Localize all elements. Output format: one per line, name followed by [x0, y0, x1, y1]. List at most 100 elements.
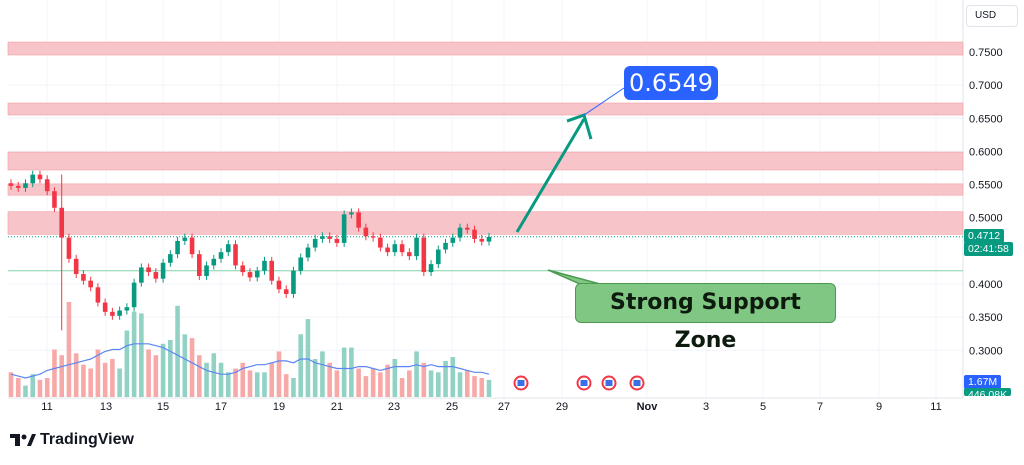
candle-body: [399, 244, 405, 253]
volume-bar: [139, 313, 144, 397]
volume-bar: [15, 378, 21, 397]
candle-body: [262, 260, 267, 271]
volume-tag: 446.08K: [964, 388, 1012, 396]
candle-body: [283, 289, 289, 294]
candle-body: [102, 302, 108, 312]
candle-body: [95, 287, 101, 303]
volume-bar: [110, 359, 115, 397]
currency-button[interactable]: USD: [966, 5, 1018, 27]
candle-body: [37, 174, 43, 180]
candle-body: [341, 214, 347, 243]
y-tick-label: 0.7000: [969, 80, 1003, 92]
volume-bar: [305, 319, 311, 397]
candle-body: [421, 237, 427, 273]
volume-bar: [479, 378, 485, 397]
volume-bar: [59, 355, 64, 397]
candle-body: [378, 237, 383, 248]
volume-bar: [182, 334, 188, 397]
flag-icon: [633, 380, 641, 386]
volume-bar: [327, 362, 332, 397]
y-tick-label: 0.5000: [969, 213, 1003, 225]
candle-body: [30, 174, 36, 184]
candle-body: [254, 270, 260, 278]
candle-body: [464, 227, 470, 230]
candle-body: [204, 265, 209, 277]
volume-bar: [73, 353, 79, 397]
candle-body: [269, 260, 275, 281]
volume-bar: [211, 353, 217, 397]
x-tick-label: 9: [876, 401, 882, 413]
x-tick-label: 11: [41, 401, 52, 413]
x-tick-label: 11: [930, 401, 941, 413]
candle-body: [44, 179, 50, 192]
candle-body: [349, 212, 354, 215]
y-tick-label: 0.3000: [969, 345, 1003, 357]
y-tick-label: 0.5500: [969, 180, 1003, 192]
volume-bar: [204, 362, 209, 397]
volume-bar: [436, 372, 441, 397]
candle-body: [414, 237, 419, 257]
candle-body: [131, 282, 137, 308]
x-tick-label: 13: [100, 401, 112, 413]
x-tick-label: 29: [556, 401, 568, 413]
candle-body: [334, 238, 340, 243]
volume-bar: [66, 302, 72, 397]
volume-bar: [175, 305, 180, 397]
candle-body: [189, 237, 195, 255]
volume-bar: [443, 360, 448, 397]
volume-bar: [44, 378, 50, 397]
volume-bar: [283, 374, 289, 397]
candle-body: [233, 244, 238, 266]
callout-pointer: [547, 269, 601, 285]
flag-icon: [605, 380, 613, 386]
candle-body: [443, 242, 448, 250]
volume-bar: [262, 372, 267, 397]
volume-bar: [291, 378, 296, 397]
y-tick-label: 0.6000: [969, 146, 1003, 158]
candle-body: [327, 236, 332, 239]
candle-body: [363, 227, 369, 237]
volume-bar: [407, 370, 412, 397]
volume-ma-tag: 1.67M: [964, 375, 1002, 389]
candle-body: [356, 212, 361, 228]
candle-body: [124, 307, 130, 311]
candle-body: [52, 191, 57, 208]
candle-body: [182, 237, 188, 241]
volume-bar: [146, 349, 151, 397]
candle-body: [291, 270, 296, 294]
x-tick-label: 3: [703, 401, 709, 413]
candle-body: [436, 249, 441, 265]
x-tick-label: 15: [157, 401, 169, 413]
volume-bar: [254, 372, 260, 397]
candle-body: [276, 280, 282, 290]
x-tick-label: 25: [446, 401, 458, 413]
candle-body: [472, 229, 477, 239]
candle-body: [385, 247, 390, 253]
y-tick-label: 0.3500: [969, 312, 1003, 324]
candle-body: [73, 258, 79, 275]
candle-body: [117, 310, 122, 316]
volume-bar: [457, 372, 463, 397]
candle-body: [298, 257, 303, 271]
candle-body: [88, 280, 93, 288]
volume-bar: [225, 372, 231, 397]
candle-body: [428, 264, 434, 273]
x-tick-label: 5: [760, 401, 766, 413]
volume-bar: [378, 372, 383, 397]
volume-bar: [370, 368, 376, 397]
candle-body: [479, 238, 485, 242]
volume-bar: [298, 334, 303, 397]
support-callout: Strong Support Zone: [575, 283, 836, 353]
candle-body: [153, 272, 159, 279]
tradingview-logo[interactable]: TradingView: [10, 431, 134, 449]
candle-body: [59, 207, 64, 238]
volume-bar: [131, 311, 137, 397]
resistance-zone: [7, 151, 964, 171]
candle-body: [312, 238, 318, 248]
target-connector: [583, 87, 625, 116]
candle-body: [15, 185, 21, 188]
candle-body: [305, 247, 311, 258]
resistance-zone: [7, 211, 964, 235]
target-arrow: [515, 118, 586, 233]
